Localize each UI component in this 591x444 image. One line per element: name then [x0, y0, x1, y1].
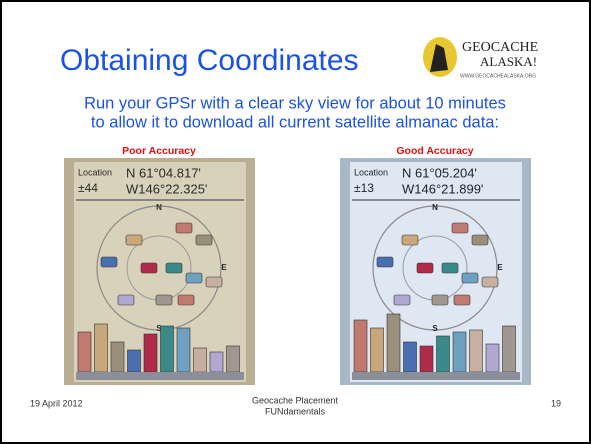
title: Obtaining Coordinates: [60, 44, 359, 77]
satellite: [196, 235, 212, 245]
signal-bar: [486, 344, 499, 372]
gps-panel: Good Accuracy Location ±13 N 61°05.204'W146…: [340, 145, 531, 385]
signal-bar: [387, 314, 400, 372]
location-label: Location: [78, 167, 112, 177]
signal-bar: [95, 324, 108, 372]
satellite: [118, 295, 134, 305]
accuracy: ±44: [78, 181, 98, 195]
logo-url: WWW.GEOCACHEALASKA.ORG: [460, 73, 536, 79]
satellite: [417, 263, 433, 273]
compass: E: [497, 263, 503, 272]
signal-bar: [453, 332, 466, 372]
compass: E: [221, 263, 227, 272]
satellite: [462, 273, 478, 283]
signal-bar: [144, 334, 157, 372]
page: Obtaining Coordinates GEOCACHE ALASKA! W…: [0, 0, 591, 444]
body-text: to allow it to download all current sate…: [91, 113, 499, 131]
signal-bar: [354, 320, 367, 372]
signal-bar: [503, 326, 516, 372]
satellite: [402, 235, 418, 245]
signal-bar: [111, 342, 124, 372]
signal-bar: [128, 350, 141, 372]
satellite: [166, 263, 182, 273]
body-text: Run your GPSr with a clear sky view for …: [84, 94, 506, 112]
satellite: [101, 257, 117, 267]
latitude: N 61°05.204': [402, 165, 477, 180]
signal-bar: [194, 348, 207, 372]
satellite: [178, 295, 194, 305]
satellite: [432, 295, 448, 305]
signal-bar: [437, 336, 450, 372]
footer-page: 19: [551, 398, 561, 408]
satellite: [186, 273, 202, 283]
satellite: [472, 235, 488, 245]
footer-center: FUNdamentals: [265, 406, 326, 416]
signal-bar: [371, 328, 384, 372]
footer-center: Geocache Placement: [252, 395, 339, 405]
compass: N: [156, 203, 162, 212]
signal-bar: [470, 330, 483, 372]
signal-bar: [78, 332, 91, 372]
latitude: N 61°04.817': [126, 165, 201, 180]
gps-panel: Poor Accuracy Location ±44 N 61°04.817'W146…: [64, 145, 255, 385]
panel-label: Good Accuracy: [396, 145, 473, 157]
bar-axis: [352, 372, 520, 380]
satellite: [206, 277, 222, 287]
satellite: [126, 235, 142, 245]
footer-date: 19 April 2012: [30, 398, 83, 408]
signal-bar: [161, 326, 174, 372]
satellite: [454, 295, 470, 305]
bar-axis: [76, 372, 244, 380]
satellite: [482, 277, 498, 287]
compass: N: [432, 203, 438, 212]
satellite: [394, 295, 410, 305]
longitude: W146°22.325': [126, 181, 207, 196]
slide: Obtaining Coordinates GEOCACHE ALASKA! W…: [0, 0, 591, 444]
satellite: [156, 295, 172, 305]
panel-label: Poor Accuracy: [122, 145, 196, 157]
logo: GEOCACHE ALASKA! WWW.GEOCACHEALASKA.ORG: [423, 37, 538, 79]
accuracy: ±13: [354, 181, 374, 195]
satellite: [141, 263, 157, 273]
signal-bar: [227, 346, 240, 372]
logo-text: GEOCACHE: [462, 40, 538, 55]
satellite: [176, 223, 192, 233]
signal-bar: [177, 328, 190, 372]
satellite: [377, 257, 393, 267]
compass: S: [432, 324, 438, 333]
signal-bar: [420, 346, 433, 372]
longitude: W146°21.899': [402, 181, 483, 196]
satellite: [442, 263, 458, 273]
logo-text: ALASKA!: [480, 54, 537, 69]
location-label: Location: [354, 167, 388, 177]
satellite: [452, 223, 468, 233]
signal-bar: [210, 352, 223, 372]
signal-bar: [404, 342, 417, 372]
